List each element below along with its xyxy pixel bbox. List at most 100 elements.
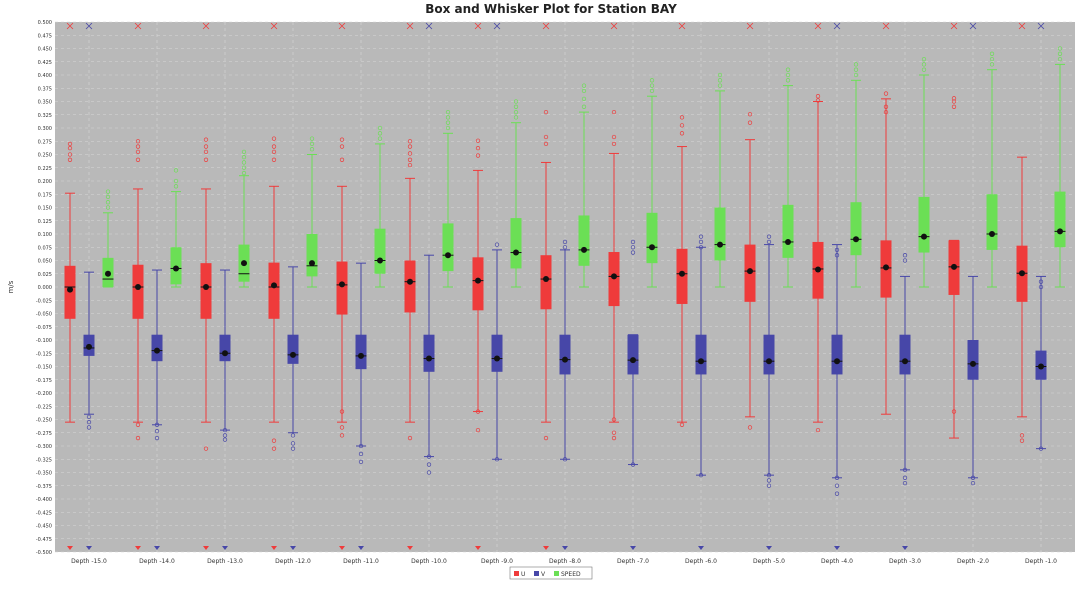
outlier-point: [445, 109, 451, 115]
outlier-point: [883, 104, 889, 109]
box: [763, 334, 775, 375]
outlier-point: [67, 141, 73, 147]
legend-swatch: [534, 571, 539, 576]
far-outlier-marker: [290, 546, 296, 550]
box: [540, 255, 552, 310]
outlier-point: [407, 435, 413, 441]
outlier-point: [630, 245, 636, 250]
y-tick-label: 0.150: [38, 206, 52, 212]
mean-point: [445, 252, 451, 259]
mean-point: [1057, 228, 1063, 235]
x-tick-label: Depth -12.0: [275, 558, 311, 565]
far-outlier-marker: [202, 22, 210, 30]
mean-point: [67, 286, 73, 293]
outlier-point: [241, 160, 247, 165]
mean-point: [1019, 270, 1025, 277]
far-outlier-marker: [474, 22, 482, 30]
outlier-point: [630, 462, 636, 467]
outlier-point: [902, 467, 908, 473]
outlier-point: [203, 157, 209, 162]
outlier-point: [203, 144, 209, 149]
box-marks: [64, 22, 1066, 550]
outlier-point: [67, 157, 73, 162]
outlier-point: [951, 99, 957, 104]
far-outlier-marker: [154, 546, 160, 550]
far-outlier-glyph: [270, 22, 278, 30]
outlier-point: [698, 239, 704, 245]
outlier-point: [513, 115, 519, 120]
far-outlier-glyph: [678, 22, 686, 30]
far-outlier-marker: [66, 22, 74, 30]
y-tick-label: -0.350: [36, 471, 52, 477]
x-tick-label: Depth -1.0: [1025, 558, 1057, 565]
y-tick-label: 0.425: [38, 60, 52, 66]
outlier-point: [407, 162, 413, 168]
mean-point: [902, 358, 908, 365]
outlier-point: [698, 473, 704, 478]
far-outlier-marker: [406, 22, 414, 30]
outlier-point: [475, 145, 481, 151]
far-outlier-marker: [834, 546, 840, 550]
outlier-point: [494, 457, 500, 462]
y-tick-label: 0.075: [38, 245, 52, 251]
x-tick-label: Depth -8.0: [549, 558, 581, 565]
outlier-point: [241, 165, 247, 170]
outlier-point: [970, 480, 976, 486]
outlier-point: [834, 491, 840, 496]
outlier-point: [241, 170, 247, 176]
mean-point: [883, 264, 889, 271]
y-tick-label: 0.000: [38, 285, 52, 291]
outlier-point: [426, 470, 432, 475]
outlier-point: [271, 438, 277, 443]
y-tick-label: 0.225: [38, 166, 52, 172]
y-tick-label: -0.450: [36, 524, 52, 530]
y-tick-label: 0.350: [38, 100, 52, 106]
outlier-point: [581, 96, 587, 101]
outlier-point: [377, 125, 383, 131]
outlier-point: [679, 115, 685, 120]
x-tick-label: Depth -2.0: [957, 558, 989, 565]
outlier-point: [785, 78, 791, 83]
far-outlier-marker: [902, 546, 908, 550]
outlier-point: [679, 123, 685, 128]
y-tick-label: 0.300: [38, 126, 52, 132]
outlier-point: [1019, 433, 1025, 438]
outlier-point: [766, 483, 772, 488]
mean-point: [377, 257, 383, 264]
far-outlier-glyph: [1037, 22, 1045, 30]
far-outlier-marker: [407, 546, 413, 550]
far-outlier-glyph: [833, 22, 841, 30]
x-tick-label: Depth -9.0: [481, 558, 513, 565]
far-outlier-marker: [338, 22, 346, 30]
outlier-point: [309, 147, 315, 152]
outlier-point: [902, 475, 908, 480]
x-tick-label: Depth -5.0: [753, 558, 785, 565]
outlier-point: [135, 144, 141, 149]
outlier-point: [853, 67, 859, 72]
far-outlier-glyph: [969, 22, 977, 30]
outlier-point: [649, 88, 655, 94]
outlier-point: [475, 409, 481, 414]
y-tick-label: -0.050: [36, 312, 52, 318]
outlier-point: [970, 475, 976, 480]
mean-point: [105, 270, 111, 277]
outlier-point: [290, 441, 296, 446]
outlier-point: [86, 420, 92, 425]
outlier-point: [611, 109, 617, 115]
outlier-point: [86, 425, 92, 430]
outlier-point: [203, 446, 209, 451]
far-outlier-marker: [542, 22, 550, 30]
box: [850, 202, 862, 256]
outlier-point: [1038, 284, 1044, 290]
far-outlier-glyph: [66, 22, 74, 30]
outlier-point: [222, 427, 228, 433]
outlier-point: [407, 144, 413, 149]
outlier-point: [562, 457, 568, 462]
mean-point: [135, 284, 141, 290]
y-tick-label: -0.375: [36, 484, 52, 490]
outlier-point: [426, 462, 432, 467]
outlier-point: [271, 149, 277, 155]
outlier-point: [747, 112, 753, 117]
far-outlier-marker: [86, 546, 92, 550]
mean-point: [698, 358, 704, 365]
